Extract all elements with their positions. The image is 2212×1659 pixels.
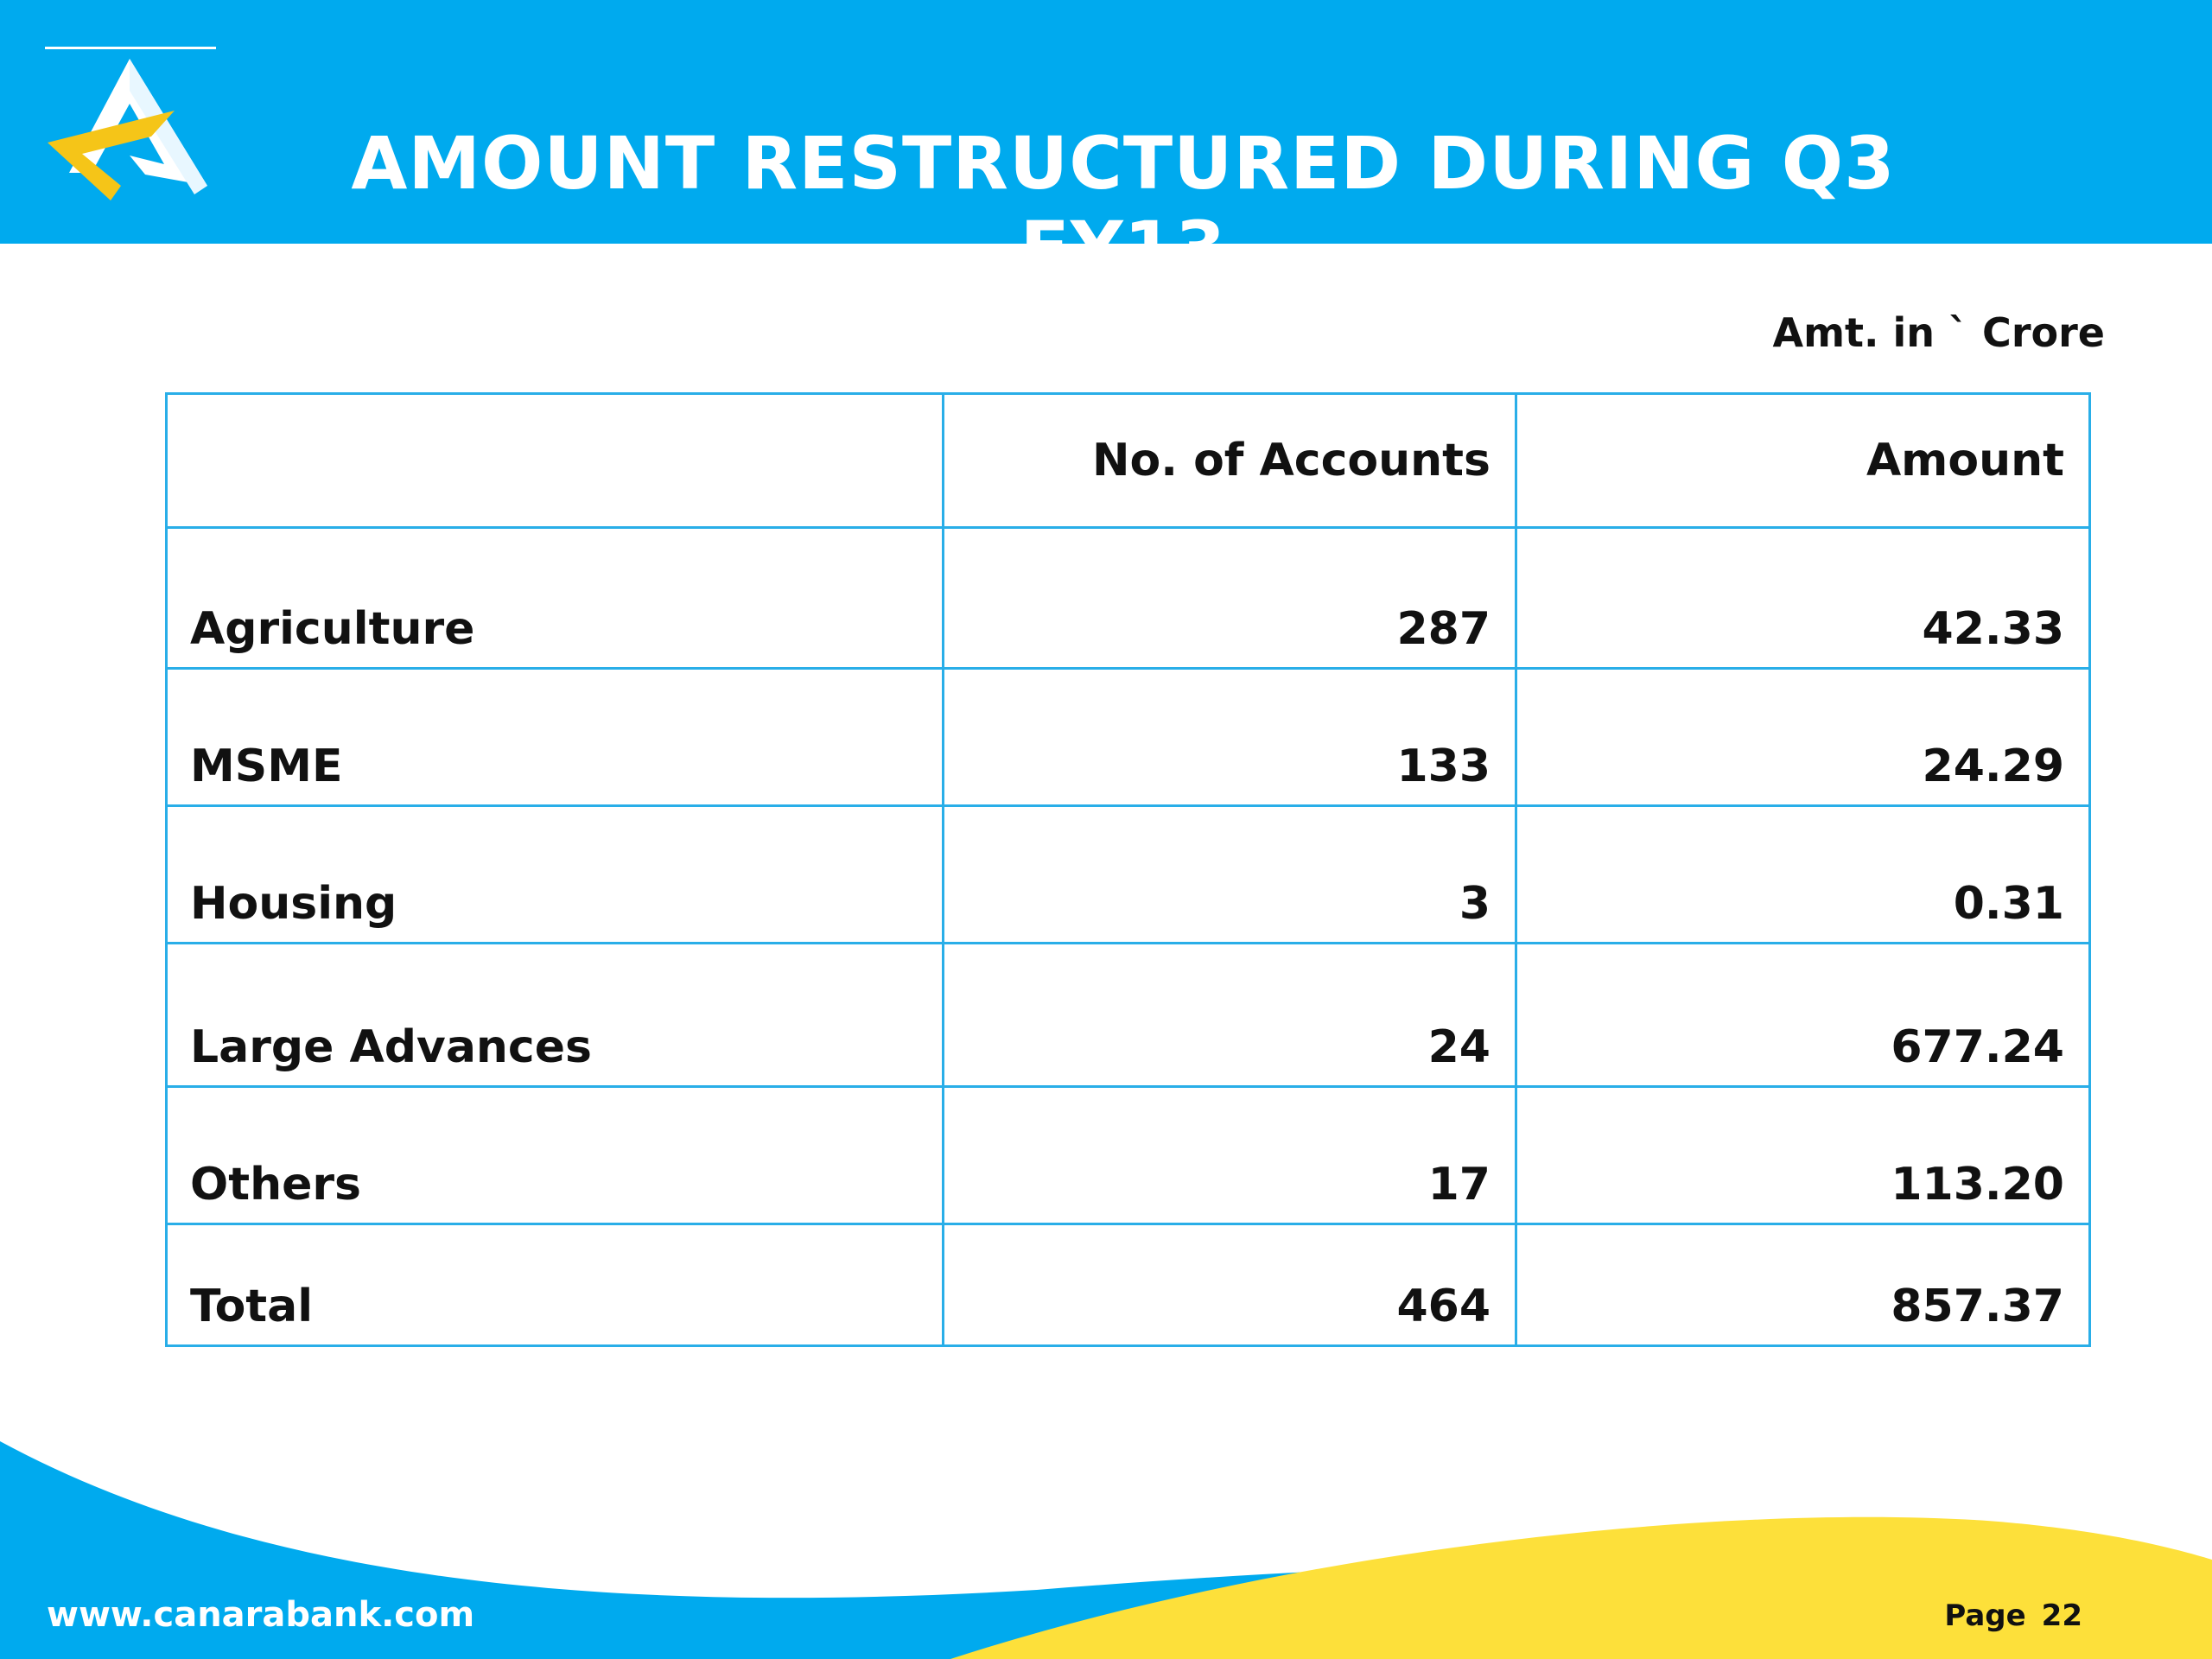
row-label: Large Advances: [165, 942, 944, 1088]
row-accounts: 133: [942, 667, 1517, 807]
row-amount: 0.31: [1515, 804, 2091, 944]
row-accounts: 3: [942, 804, 1517, 944]
canara-bank-logo-icon: [48, 59, 207, 200]
row-accounts: 24: [942, 942, 1517, 1088]
row-amount: 24.29: [1515, 667, 2091, 807]
row-label: Total: [165, 1223, 944, 1347]
restructured-table: No. of Accounts Amount Agriculture 287 4…: [165, 392, 2091, 1347]
row-amount: 113.20: [1515, 1085, 2091, 1225]
table-row: Agriculture 287 42.33: [165, 526, 2091, 670]
website-link[interactable]: www.canarabank.com: [47, 1595, 475, 1635]
table-row: Housing 3 0.31: [165, 804, 2091, 944]
row-label: Housing: [165, 804, 944, 944]
page-title: AMOUNT RESTRUCTURED DURING Q3 FY13: [351, 121, 1896, 290]
page-label: Page: [1944, 1599, 2026, 1633]
page-number: 22: [2041, 1599, 2082, 1633]
column-header-accounts: No. of Accounts: [942, 392, 1517, 529]
header-bar: AMOUNT RESTRUCTURED DURING Q3 FY13: [0, 0, 2212, 290]
row-label: MSME: [165, 667, 944, 807]
table-total-row: Total 464 857.37: [165, 1223, 2091, 1347]
logo-rule: [45, 47, 216, 49]
row-amount: 677.24: [1515, 942, 2091, 1088]
table-header-row: No. of Accounts Amount: [165, 392, 2091, 529]
column-header-blank: [165, 392, 944, 529]
table-row: MSME 133 24.29: [165, 667, 2091, 807]
row-amount: 42.33: [1515, 526, 2091, 670]
column-header-amount: Amount: [1515, 392, 2091, 529]
row-amount: 857.37: [1515, 1223, 2091, 1347]
row-label: Others: [165, 1085, 944, 1225]
table-row: Large Advances 24 677.24: [165, 942, 2091, 1088]
page-indicator: Page 22: [1944, 1599, 2082, 1633]
row-accounts: 287: [942, 526, 1517, 670]
row-accounts: 464: [942, 1223, 1517, 1347]
row-label: Agriculture: [165, 526, 944, 670]
row-accounts: 17: [942, 1085, 1517, 1225]
units-note: Amt. in ` Crore: [1772, 309, 2106, 356]
table-row: Others 17 113.20: [165, 1085, 2091, 1225]
footer-waves: [0, 1441, 2212, 1659]
